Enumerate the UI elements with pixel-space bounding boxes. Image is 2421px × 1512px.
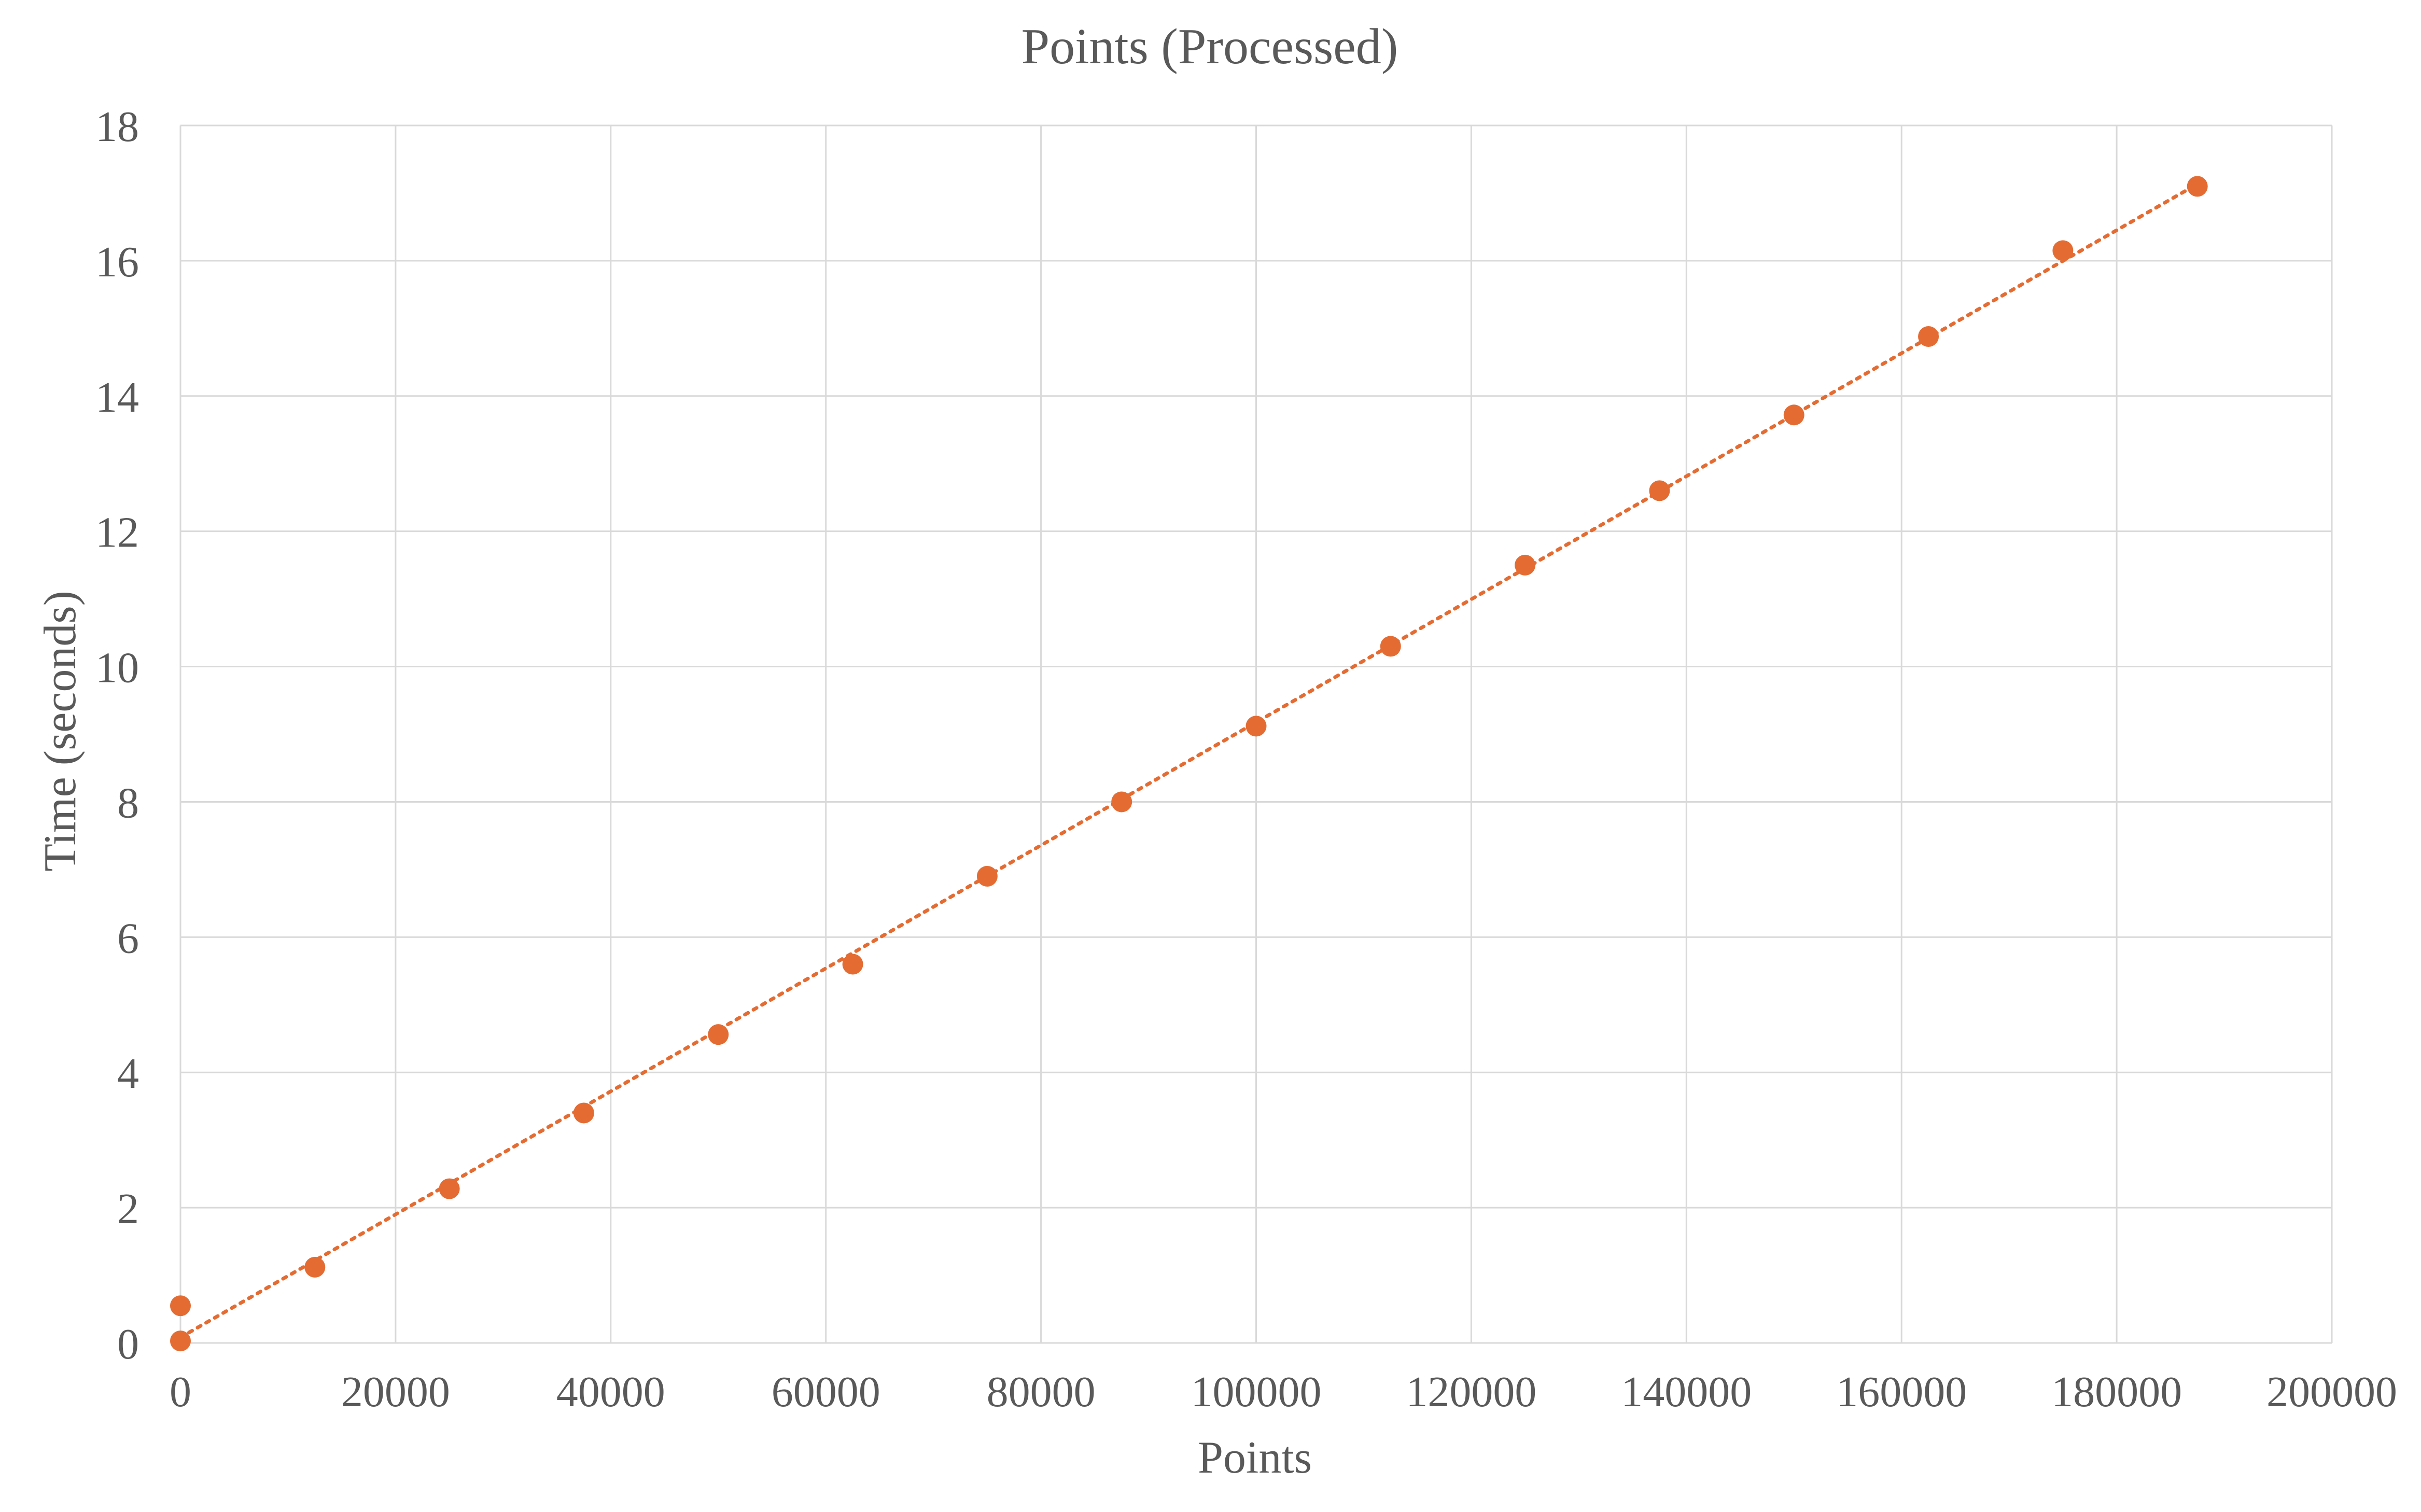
y-tick-label: 12 — [95, 509, 139, 557]
y-tick-label: 0 — [117, 1320, 139, 1368]
x-tick-label: 200000 — [2266, 1368, 2397, 1416]
data-point — [573, 1102, 594, 1124]
data-points — [170, 176, 2208, 1352]
data-point — [708, 1024, 729, 1045]
x-tick-label: 100000 — [1191, 1368, 1322, 1416]
x-tick-label: 20000 — [341, 1368, 450, 1416]
y-tick-label: 16 — [95, 238, 139, 286]
x-tick-label: 120000 — [1406, 1368, 1536, 1416]
y-axis-tick-labels: 0 2 4 6 8 10 12 14 16 18 — [95, 103, 139, 1368]
data-point — [1649, 480, 1670, 501]
trendline — [178, 182, 2200, 1339]
data-point — [976, 865, 998, 887]
data-point — [1515, 554, 1536, 576]
x-tick-label: 160000 — [1836, 1368, 1967, 1416]
y-tick-label: 10 — [95, 644, 139, 692]
data-point — [1783, 404, 1804, 426]
x-tick-label: 140000 — [1621, 1368, 1752, 1416]
x-tick-label: 0 — [170, 1368, 191, 1416]
y-tick-label: 8 — [117, 779, 139, 827]
data-point — [1246, 716, 1267, 737]
x-tick-label: 40000 — [556, 1368, 665, 1416]
y-tick-label: 14 — [95, 373, 139, 422]
y-axis-label: Time (seconds) — [35, 591, 86, 872]
x-axis-tick-labels: 0 20000 40000 60000 80000 100000 120000 140000 1… — [170, 1368, 2397, 1416]
data-point — [439, 1178, 460, 1199]
data-point — [170, 1295, 191, 1317]
x-tick-label: 80000 — [987, 1368, 1096, 1416]
data-point — [1918, 326, 1939, 347]
data-point — [2052, 240, 2074, 261]
x-tick-label: 180000 — [2051, 1368, 2182, 1416]
y-tick-label: 4 — [117, 1049, 139, 1098]
gridlines — [179, 124, 2333, 1344]
data-point — [170, 1331, 191, 1352]
chart-title: Points (Processed) — [1021, 19, 1398, 75]
x-tick-label: 60000 — [772, 1368, 880, 1416]
y-tick-label: 6 — [117, 914, 139, 962]
data-point — [842, 954, 863, 975]
trendline-layer — [178, 182, 2200, 1339]
data-point — [1380, 636, 1401, 657]
data-point — [304, 1256, 326, 1278]
data-point — [2187, 176, 2208, 197]
y-tick-label: 2 — [117, 1185, 139, 1233]
x-axis-label: Points — [1198, 1433, 1312, 1483]
data-point — [1111, 791, 1132, 813]
y-tick-label: 18 — [95, 103, 139, 151]
